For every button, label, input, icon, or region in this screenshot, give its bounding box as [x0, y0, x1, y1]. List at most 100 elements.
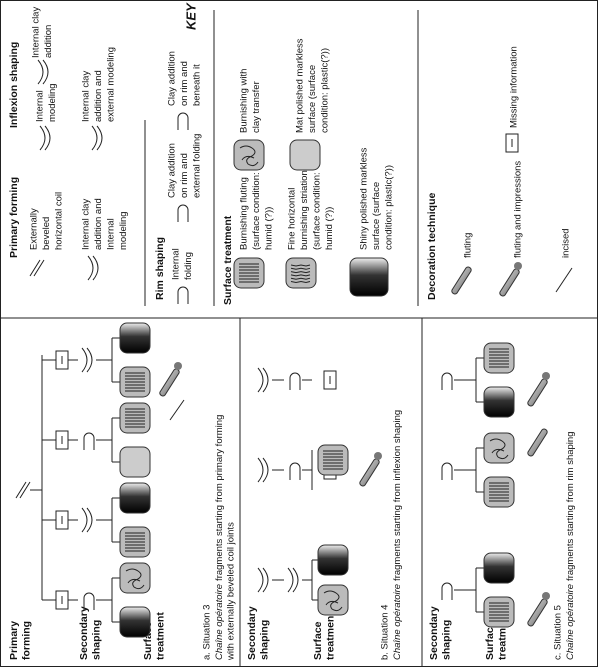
label-line: forming: [20, 621, 32, 660]
label-line: shaping: [440, 620, 452, 660]
heading: Surface treatment: [222, 215, 234, 305]
rim-icon: [177, 204, 189, 222]
caption: c. Situation 5: [553, 605, 564, 660]
label-line: Secondary: [428, 606, 440, 660]
rim-icon: [177, 286, 189, 304]
label: Missing information: [509, 46, 520, 128]
coil-icon: [29, 259, 45, 277]
coil-icon: [15, 481, 31, 499]
surface-icon: [233, 139, 265, 171]
rim-icon: [289, 462, 301, 480]
impression: [174, 362, 182, 370]
subtitle-italic: Chaîne opératoire: [392, 584, 403, 660]
label-line: folding: [183, 252, 194, 280]
label-line: surface (surface: [371, 182, 382, 250]
surface-icon: [483, 386, 515, 418]
surface-icon: [317, 584, 349, 616]
label-line: external modeling: [106, 47, 117, 122]
inflexion-icon: [87, 255, 99, 281]
inflexion-icon: [287, 567, 299, 593]
subtitle-italic: Chaîne opératoire: [565, 584, 576, 660]
label: fluting: [463, 233, 474, 258]
label-line: shaping: [258, 620, 270, 660]
subtitle-italic: Chaîne opératoire: [214, 584, 225, 660]
striation: [290, 264, 311, 267]
striation: [290, 280, 311, 284]
label-line: condition: plastic(?)): [320, 48, 331, 133]
rim-icon: [289, 372, 301, 390]
decoration-icon: [499, 268, 520, 297]
heading: Rim shaping: [154, 237, 166, 300]
decoration-icon: [359, 458, 380, 487]
label-line: shaping: [90, 620, 102, 660]
striation: [290, 267, 311, 270]
surface-icon: [119, 606, 151, 638]
striation: [290, 274, 311, 277]
rim-icon: [83, 592, 95, 610]
inflexion-icon: [91, 125, 103, 151]
surface-icon: [317, 544, 349, 576]
rim-icon: [177, 112, 189, 130]
label-line: humid (?)): [324, 207, 335, 250]
caption: b. Situation 4: [380, 605, 391, 660]
striation: [290, 277, 311, 280]
connector: [169, 399, 185, 421]
subtitle-text: fragments starting from inflexion shapin…: [392, 410, 403, 581]
label-line: horizontal coil: [54, 192, 65, 250]
decoration-icon: [527, 428, 548, 457]
label-line: condition: plastic(?)): [384, 165, 395, 250]
missing-box: [323, 370, 337, 390]
subtitle-text: fragments starting from rim shaping: [565, 432, 576, 581]
label-line: modeling: [47, 83, 58, 122]
inflexion-icon: [37, 59, 49, 85]
subtitle-text: fragments starting from primary forming: [214, 415, 225, 581]
surface-icon: [483, 432, 515, 464]
scribble: [323, 590, 343, 612]
inflexion-icon: [39, 125, 51, 151]
impression: [542, 372, 550, 380]
heading: Primary forming: [8, 177, 20, 258]
rim-icon: [83, 432, 95, 450]
connector: [555, 267, 573, 293]
label-line: treatment: [324, 612, 336, 660]
inflexion-icon: [257, 367, 269, 393]
label-line: Surface: [312, 621, 324, 660]
heading: Decoration technique: [426, 192, 438, 300]
surface-icon: [285, 257, 317, 289]
label-line: on rim and: [179, 153, 190, 198]
label-line: Internal: [35, 90, 46, 122]
scribble: [489, 438, 509, 460]
label-line: beveled: [41, 217, 52, 250]
inflexion-icon: [81, 507, 93, 533]
label-line: humid (?)): [264, 207, 275, 250]
inflexion-icon: [81, 347, 93, 373]
inflexion-icon: [257, 457, 269, 483]
label-line: beneath it: [192, 64, 203, 106]
label-line: Internal clay: [31, 7, 42, 58]
subtitle: Chaîne opératoire fragments starting from…: [565, 432, 576, 660]
subtitle: Chaîne opératoire fragments starting from…: [392, 410, 403, 660]
subtitle: Chaîne opératoire fragments starting from…: [214, 415, 225, 660]
key-title: KEY: [183, 2, 198, 30]
surface-icon: [119, 446, 151, 478]
label-line: burnishing striations: [299, 165, 310, 250]
label-line: (surface condition:: [251, 172, 262, 250]
surface-icon: [119, 562, 151, 594]
label-line: Clay addition: [167, 51, 178, 106]
label-line: Secondary: [246, 606, 258, 660]
rim-icon: [441, 582, 453, 600]
label-line: Internal: [106, 218, 117, 250]
label-line: treatment: [154, 612, 166, 660]
rim-icon: [441, 462, 453, 480]
decoration-icon: [159, 368, 180, 397]
decoration-icon: [451, 266, 472, 295]
impression: [542, 592, 550, 600]
label-line: modeling: [118, 211, 129, 250]
subtitle: with externally beveled coil joints: [226, 522, 237, 661]
decoration-icon: [527, 598, 548, 627]
scribble: [125, 568, 145, 590]
label-line: addition and: [93, 70, 104, 122]
impression: [514, 262, 522, 270]
label-line: surface (surface: [307, 65, 318, 133]
